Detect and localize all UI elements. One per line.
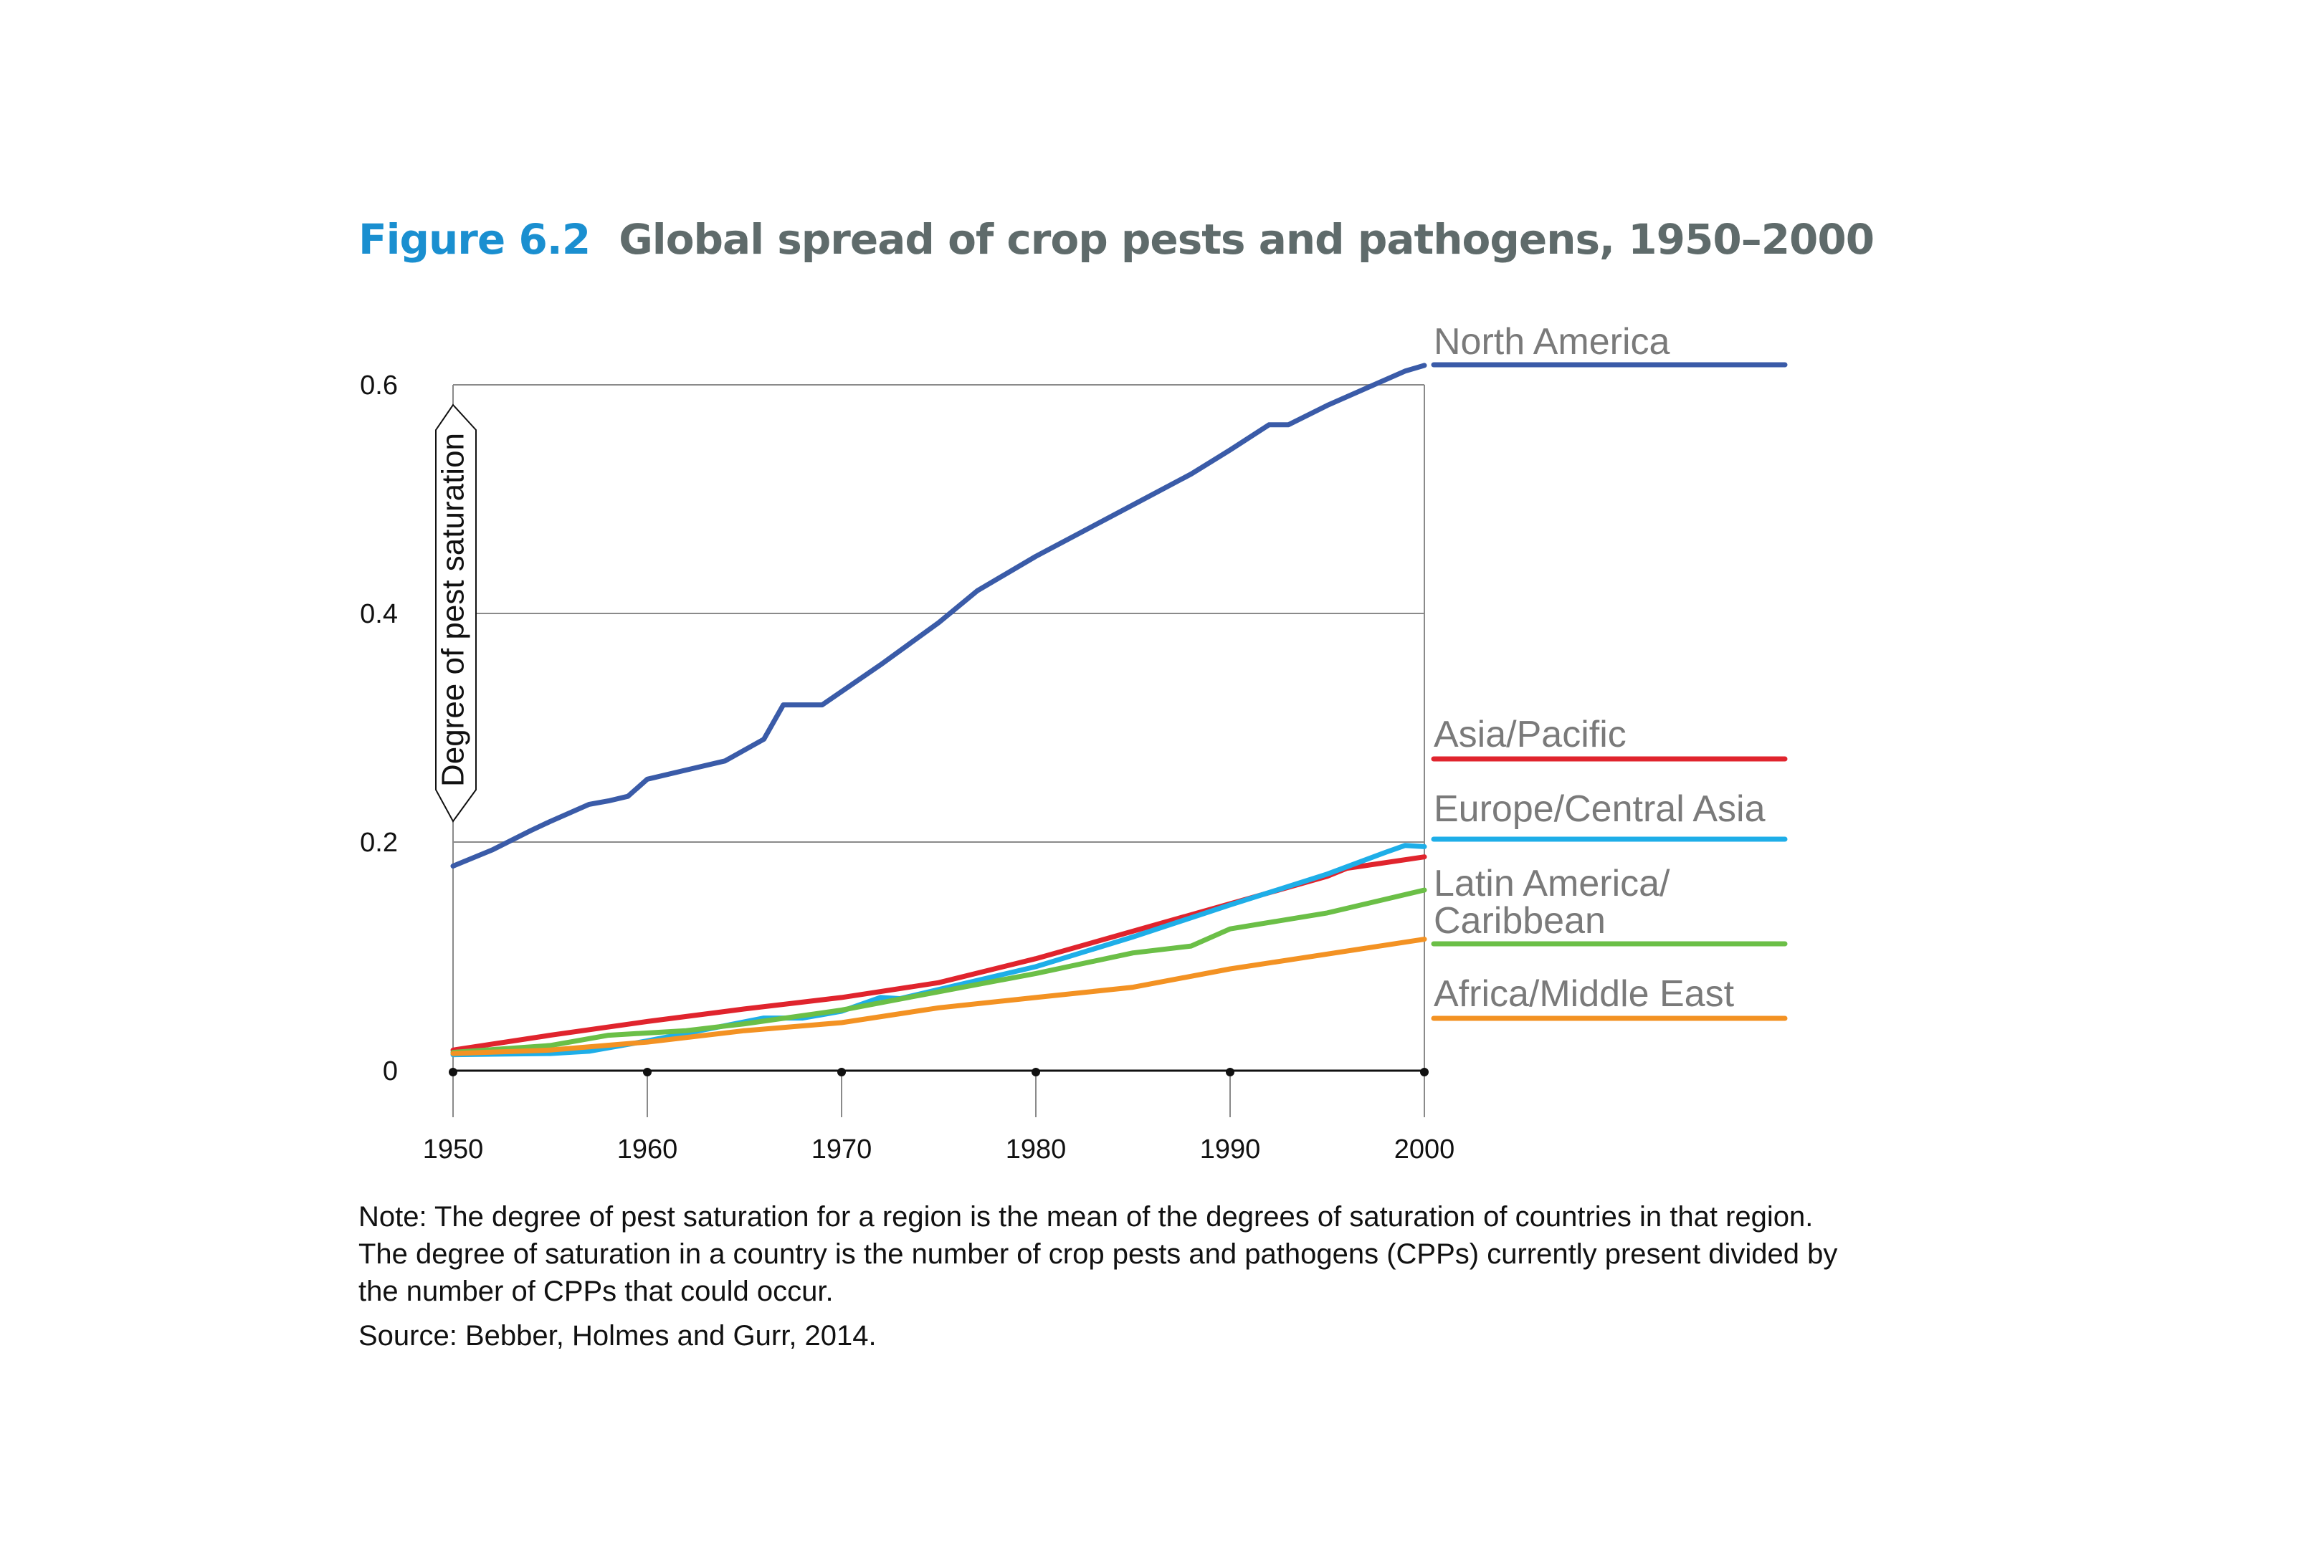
y-tick-label-0: 0 — [383, 1056, 398, 1086]
series-line-3 — [450, 843, 1427, 1058]
series-label-2: Asia/Pacific — [1434, 714, 1627, 755]
x-tick-dot-1970 — [837, 1068, 846, 1076]
x-tick-label-1990: 1990 — [1200, 1134, 1261, 1165]
series-line-4 — [450, 887, 1427, 1055]
x-tick-dot-2000 — [1420, 1068, 1429, 1076]
series-label-1: North America — [1434, 321, 1670, 363]
y-axis-title-arrow-box — [435, 403, 477, 823]
y-tick-label-0.2: 0.2 — [360, 828, 398, 858]
series-line-1 — [450, 363, 1427, 869]
series-label-4-line1: Latin America/ — [1434, 863, 1670, 904]
x-tick-label-2000: 2000 — [1394, 1134, 1455, 1165]
figure-title: Global spread of crop pests and pathogen… — [619, 215, 1875, 264]
x-tick-dot-1990 — [1226, 1068, 1234, 1076]
series-line-5 — [450, 937, 1427, 1056]
x-tick-dot-1950 — [449, 1068, 457, 1076]
y-tick-label-0.4: 0.4 — [360, 599, 398, 629]
figure-title-row: Figure 6.2 Global spread of crop pests an… — [358, 215, 1875, 264]
x-tick-dot-1960 — [643, 1068, 652, 1076]
x-tick-label-1950: 1950 — [423, 1134, 484, 1165]
y-tick-label-0.6: 0.6 — [360, 371, 398, 401]
series-label-4-line2: Caribbean — [1434, 900, 1606, 942]
x-tick-label-1980: 1980 — [1006, 1134, 1067, 1165]
series-label-5: Africa/Middle East — [1434, 973, 1735, 1015]
x-tick-label-1960: 1960 — [617, 1134, 678, 1165]
y-axis-title: Degree of pest saturation — [436, 433, 471, 787]
notes-block: Note: The degree of pest saturation for … — [358, 1198, 1864, 1354]
x-tick-dot-1980 — [1032, 1068, 1040, 1076]
series-label-3: Europe/Central Asia — [1434, 788, 1766, 830]
note-text: Note: The degree of pest saturation for … — [358, 1201, 1838, 1307]
series-line-2 — [450, 854, 1427, 1053]
figure-number: Figure 6.2 — [358, 215, 591, 264]
source-text: Source: Bebber, Holmes and Gurr, 2014. — [358, 1320, 877, 1352]
x-tick-label-1970: 1970 — [811, 1134, 872, 1165]
